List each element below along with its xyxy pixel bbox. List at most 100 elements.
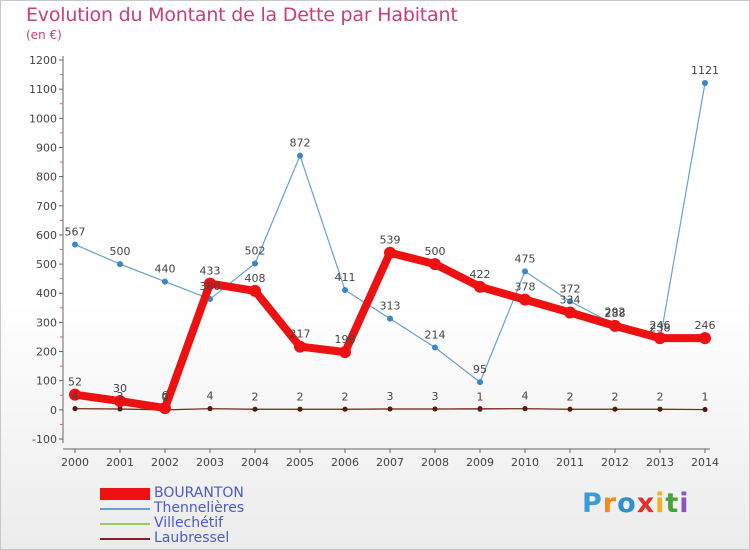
x-tick-label: 2000 — [61, 456, 89, 469]
x-tick-label: 2009 — [466, 456, 494, 469]
data-point — [72, 241, 78, 248]
x-tick-label: 2005 — [286, 456, 314, 469]
data-point — [117, 261, 123, 268]
data-point — [429, 258, 441, 271]
series-line-thennelières — [74, 82, 706, 383]
logo-letter: t — [665, 488, 680, 519]
data-point — [609, 319, 621, 332]
y-tick-label: 600 — [36, 229, 57, 242]
data-label: 4 — [522, 390, 529, 403]
data-point — [339, 346, 351, 359]
data-label: 3 — [432, 390, 439, 403]
data-point — [699, 332, 711, 345]
data-label: 3 — [387, 390, 394, 403]
data-point — [252, 260, 258, 267]
data-point — [477, 379, 483, 386]
chart-title: Evolution du Montant de la Dette par Hab… — [26, 4, 458, 26]
data-point — [294, 340, 306, 353]
data-point — [117, 406, 123, 412]
data-label: 500 — [110, 245, 131, 258]
logo-letter: i — [655, 488, 666, 519]
data-label: 214 — [425, 328, 446, 341]
data-label: 52 — [68, 376, 82, 389]
logo-letter: r — [602, 488, 618, 519]
data-point — [522, 406, 528, 412]
x-tick-label: 2012 — [601, 456, 629, 469]
x-tick-label: 2010 — [511, 456, 539, 469]
data-label: 2 — [567, 390, 574, 403]
data-label: 475 — [515, 252, 536, 265]
data-label: 411 — [335, 271, 356, 284]
data-label: 0 — [162, 391, 169, 404]
legend-swatch-bouranton — [100, 487, 150, 500]
data-label: 422 — [470, 268, 491, 281]
data-point — [384, 246, 396, 259]
data-label: 502 — [245, 244, 266, 257]
data-label: 2 — [612, 390, 619, 403]
logo-letter: x — [636, 488, 656, 519]
data-label: 334 — [560, 293, 581, 306]
data-label: 372 — [560, 282, 581, 295]
y-tick-label: 900 — [36, 141, 57, 154]
data-label: 2 — [342, 390, 349, 403]
y-tick-label: 700 — [36, 200, 57, 213]
data-label: 440 — [155, 263, 176, 276]
legend-swatch-villechetif — [100, 522, 150, 525]
data-point — [342, 406, 348, 412]
data-point — [159, 402, 171, 415]
data-label: 500 — [425, 245, 446, 258]
data-label: 30 — [113, 382, 127, 395]
data-label: 1121 — [691, 64, 719, 77]
data-label: 378 — [515, 281, 536, 294]
data-label: 246 — [650, 319, 671, 332]
y-tick-label: -100 — [32, 433, 57, 446]
data-point — [249, 284, 261, 297]
proxiti-logo: Proxiti — [582, 488, 690, 519]
y-tick-label: 1100 — [29, 83, 57, 96]
data-point — [702, 80, 708, 87]
data-point — [612, 406, 618, 412]
data-point — [477, 406, 483, 412]
data-point — [162, 278, 168, 285]
data-point — [114, 395, 126, 408]
data-point — [252, 406, 258, 412]
data-label: 567 — [65, 226, 86, 239]
data-label: 380 — [200, 280, 221, 293]
legend-label: Thennelières — [154, 500, 245, 516]
data-label: 217 — [290, 328, 311, 341]
logo-letter: i — [679, 488, 690, 519]
data-point — [432, 406, 438, 412]
x-tick-label: 2003 — [196, 456, 224, 469]
data-point — [657, 406, 663, 412]
data-label: 1 — [477, 391, 484, 404]
data-point — [519, 293, 531, 306]
data-point — [72, 406, 78, 412]
data-label: 198 — [335, 333, 356, 346]
x-tick-label: 2006 — [331, 456, 359, 469]
data-label: 872 — [290, 137, 311, 150]
legend-label: Villechétif — [154, 515, 224, 531]
data-point — [297, 152, 303, 159]
data-point — [342, 287, 348, 294]
x-tick-label: 2002 — [151, 456, 179, 469]
legend-label: Laubressel — [154, 530, 230, 546]
data-label: 6 — [162, 389, 169, 402]
y-tick-label: 1000 — [29, 112, 57, 125]
data-label: 1 — [702, 391, 709, 404]
data-label: 2 — [252, 390, 259, 403]
data-label: 292 — [605, 306, 626, 319]
x-tick-label: 2007 — [376, 456, 404, 469]
x-tick-label: 2008 — [421, 456, 449, 469]
logo-letter: o — [617, 488, 637, 519]
y-tick-label: 1200 — [29, 54, 57, 67]
data-point — [387, 315, 393, 322]
data-point — [69, 388, 81, 401]
data-point — [207, 406, 213, 412]
data-label: 3 — [117, 390, 124, 403]
data-point — [567, 298, 573, 305]
legend-label: BOURANTON — [154, 485, 244, 501]
legend-swatch-thennelieres — [100, 507, 150, 510]
data-point — [522, 268, 528, 275]
x-tick-label: 2013 — [646, 456, 674, 469]
